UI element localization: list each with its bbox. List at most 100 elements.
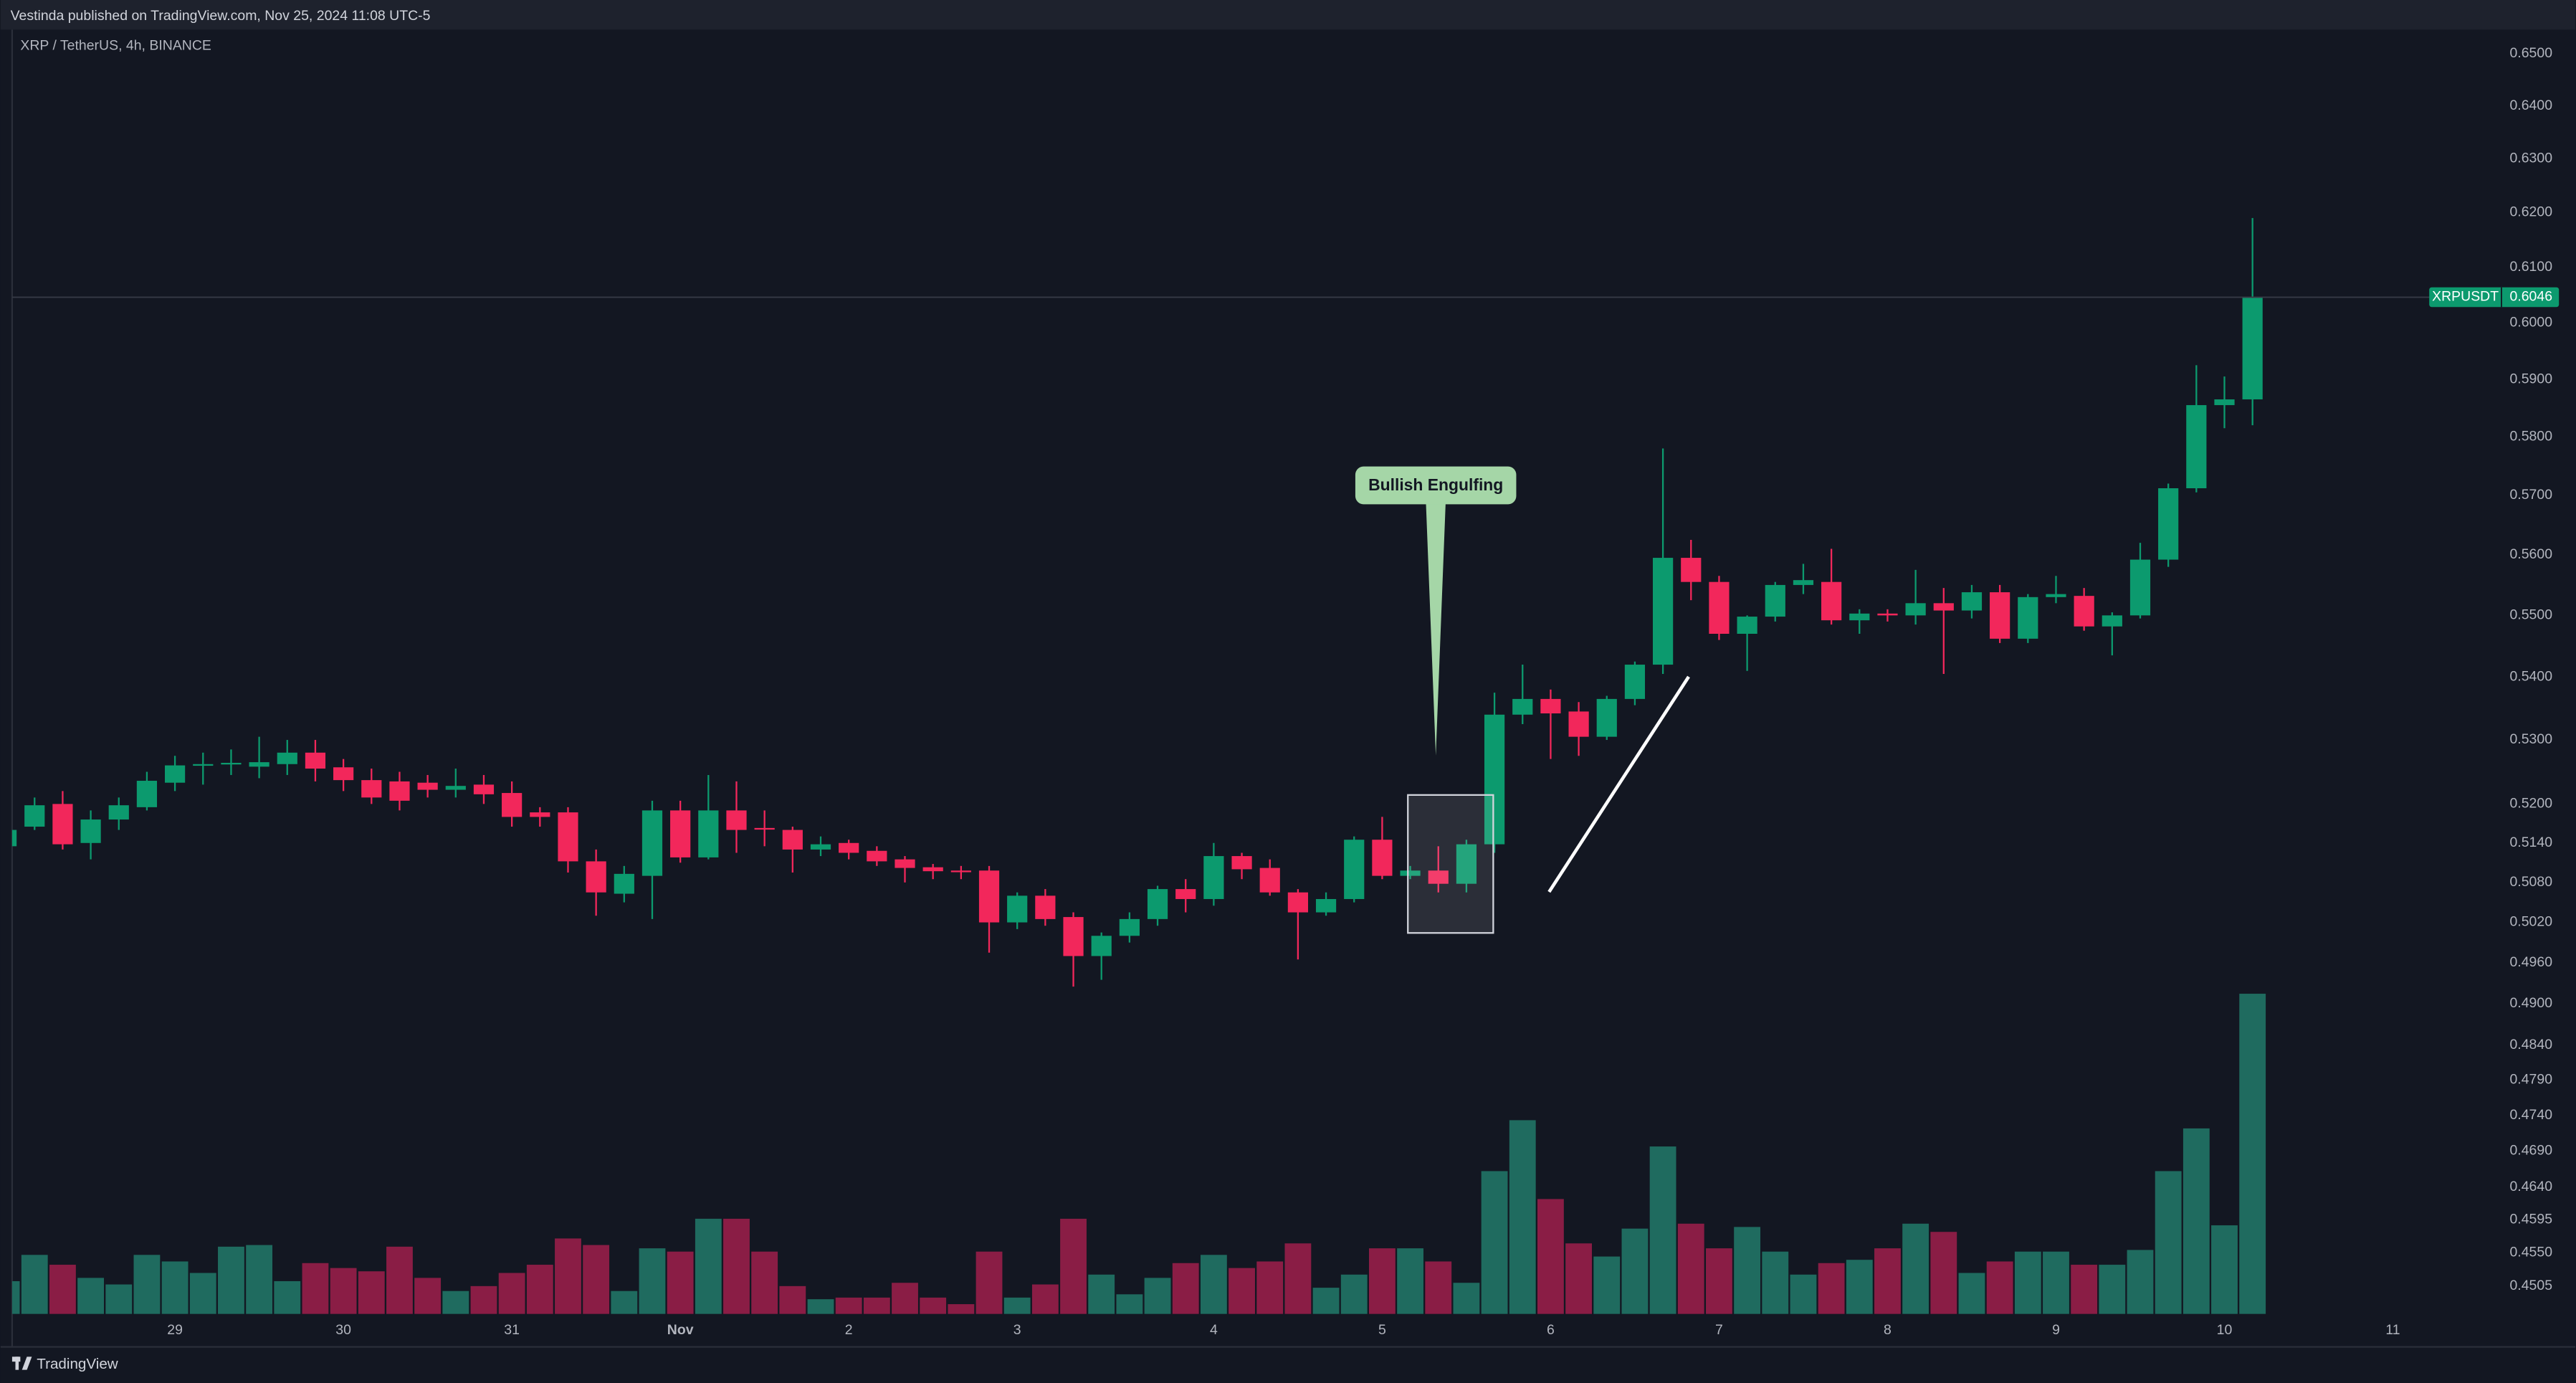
volume-bar xyxy=(1481,1171,1508,1314)
volume-bar xyxy=(948,1304,975,1314)
candle-body xyxy=(1653,558,1674,665)
y-tick-label: 0.4840 xyxy=(2509,1037,2552,1052)
callout-pointer xyxy=(1426,503,1446,756)
volume-bar xyxy=(1734,1227,1761,1314)
volume-bar xyxy=(105,1284,133,1314)
volume-bar xyxy=(330,1268,357,1314)
volume-bar xyxy=(975,1251,1003,1314)
volume-bar xyxy=(1874,1248,1901,1314)
x-tick-label: 8 xyxy=(1884,1322,1892,1338)
volume-bar xyxy=(1340,1274,1368,1314)
candle-body xyxy=(2186,405,2207,489)
candle-body xyxy=(1147,889,1168,919)
volume-bar xyxy=(667,1251,694,1314)
x-tick-label: 9 xyxy=(2052,1322,2060,1338)
candle-body xyxy=(2158,488,2179,560)
candle-body xyxy=(52,804,73,845)
volume-bar xyxy=(1088,1274,1115,1314)
trend-line xyxy=(1547,675,1690,893)
candle-body xyxy=(1905,603,1926,616)
candle-body xyxy=(1540,698,1561,714)
candle-body xyxy=(1315,898,1337,913)
candle-body xyxy=(1709,581,1730,634)
volume-bar xyxy=(1677,1223,1704,1314)
volume-bar xyxy=(302,1263,329,1314)
x-tick-label: 10 xyxy=(2217,1322,2233,1338)
candle-body xyxy=(558,812,578,862)
y-tick-label: 0.4740 xyxy=(2509,1107,2552,1123)
x-tick-label: 11 xyxy=(2385,1322,2400,1338)
candle-body xyxy=(950,870,971,873)
volume-bar xyxy=(1003,1297,1031,1314)
candle-body xyxy=(445,786,466,790)
volume-bar xyxy=(695,1218,722,1314)
candle-body xyxy=(922,867,943,872)
candle-body xyxy=(333,767,354,781)
volume-bar xyxy=(583,1245,610,1314)
volume-bar xyxy=(779,1285,806,1314)
x-tick-label: Nov xyxy=(667,1322,694,1338)
y-tick-label: 0.4505 xyxy=(2509,1278,2552,1293)
volume-bar xyxy=(218,1246,244,1314)
candle-body xyxy=(1063,917,1084,956)
candle-body xyxy=(221,763,242,765)
candle-body xyxy=(1035,895,1056,919)
candle-body xyxy=(670,810,691,857)
x-tick-label: 3 xyxy=(1013,1322,1021,1338)
candle-body xyxy=(473,784,495,794)
volume-bar xyxy=(863,1297,890,1314)
volume-bar xyxy=(555,1238,581,1314)
volume-bar xyxy=(920,1297,947,1314)
volume-bar xyxy=(2043,1251,2069,1314)
volume-bar xyxy=(807,1299,834,1314)
volume-bar xyxy=(470,1285,497,1314)
volume-bar xyxy=(1509,1120,1536,1314)
y-tick-label: 0.5020 xyxy=(2509,914,2552,930)
y-tick-label: 0.4550 xyxy=(2509,1245,2552,1260)
y-tick-label: 0.5400 xyxy=(2509,669,2552,685)
x-tick-label: 6 xyxy=(1547,1322,1555,1338)
volume-bar xyxy=(358,1271,385,1314)
volume-bar xyxy=(274,1280,301,1314)
volume-bar xyxy=(1397,1248,1423,1314)
volume-bar xyxy=(639,1248,666,1314)
volume-bar xyxy=(1846,1260,1873,1314)
candle-body xyxy=(754,827,775,830)
candle-body xyxy=(164,765,186,783)
candle-body xyxy=(1793,580,1814,585)
x-tick-label: 31 xyxy=(504,1322,520,1338)
candle-body xyxy=(1175,889,1196,899)
volume-bar xyxy=(2211,1225,2238,1314)
candle-body xyxy=(867,850,887,862)
candle-body xyxy=(1568,711,1589,737)
x-tick-label: 30 xyxy=(335,1322,351,1338)
volume-bar xyxy=(1649,1146,1676,1314)
volume-bar xyxy=(21,1255,48,1314)
candle-body xyxy=(1990,592,2010,639)
footer-logo: TradingView xyxy=(11,1356,118,1372)
x-tick-label: 2 xyxy=(845,1322,853,1338)
volume-bar xyxy=(1790,1274,1817,1314)
y-tick-label: 0.5140 xyxy=(2509,835,2552,850)
y-tick-label: 0.5200 xyxy=(2509,796,2552,812)
volume-bar xyxy=(1060,1218,1087,1314)
volume-bar xyxy=(1368,1248,1396,1314)
candle-body xyxy=(1091,936,1112,956)
candle-body xyxy=(1203,856,1224,899)
symbol-label: XRPUSDT xyxy=(2432,289,2499,305)
candle-body xyxy=(2102,615,2122,627)
volume-bar xyxy=(1256,1261,1284,1314)
y-tick-label: 0.4900 xyxy=(2509,995,2552,1011)
volume-bar xyxy=(1312,1288,1340,1314)
x-tick-label: 5 xyxy=(1378,1322,1386,1338)
volume-bar xyxy=(1425,1261,1452,1314)
volume-bar xyxy=(1031,1284,1059,1314)
candle-body xyxy=(2129,559,2151,616)
candle-body xyxy=(305,752,326,769)
volume-bar xyxy=(1537,1199,1564,1314)
y-tick-label: 0.5700 xyxy=(2509,487,2552,503)
candle-body xyxy=(726,810,747,830)
candle-body xyxy=(2074,596,2094,627)
